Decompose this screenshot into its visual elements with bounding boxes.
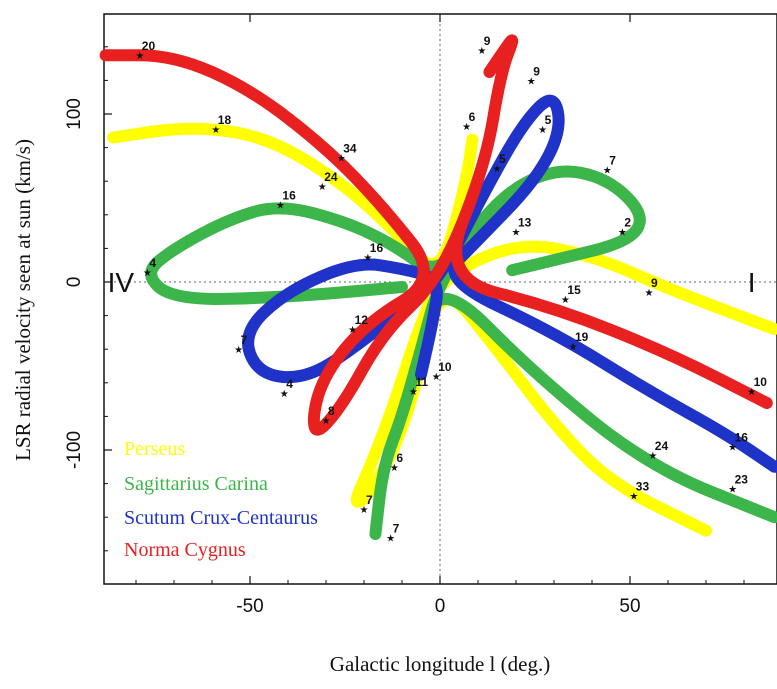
distance-marker-star: ★ [143,268,152,279]
y-axis-title: LSR radial velocity seen at sun (km/s) [11,139,35,461]
distance-marker-star: ★ [728,485,737,496]
distance-marker-star: ★ [728,443,737,454]
quadrant-label: IV [108,267,135,298]
x-tick-label: 0 [435,596,446,617]
distance-marker-star: ★ [462,122,471,133]
distance-label: 24 [324,170,338,184]
distance-label: 7 [241,333,248,347]
distance-marker-star: ★ [348,325,357,336]
distance-label: 6 [469,110,476,124]
distance-labels: ★20★18★34★24★16★4 ★16★12★7★4★8★11 ★10★6★7★… [108,34,768,544]
distance-label: 23 [735,473,749,487]
distance-label: 9 [533,64,540,78]
distance-marker-star: ★ [569,342,578,353]
distance-marker-star: ★ [648,451,657,462]
distance-label: 16 [282,189,296,203]
distance-label: 19 [575,330,589,344]
distance-marker-star: ★ [386,533,395,544]
x-tick-label: 50 [619,596,640,617]
legend-entry: Perseus [124,438,185,460]
distance-label: 8 [328,404,335,418]
axis-ticks: -50 0 50 -100 0 100 [64,14,745,617]
distance-marker-star: ★ [390,463,399,474]
distance-label: 18 [218,113,232,127]
x-axis-title: Galactic longitude l (deg.) [330,652,550,676]
distance-label: 4 [286,377,293,391]
legend-entry: Sagittarius Carina [124,473,268,495]
distance-label: 5 [499,152,506,166]
distance-marker-star: ★ [538,125,547,136]
distance-label: 2 [624,216,631,230]
distance-label: 33 [636,479,650,493]
distance-label: 12 [355,313,369,327]
legend-entry: Norma Cygnus [124,539,246,561]
distance-marker-star: ★ [363,253,372,264]
distance-label: 15 [567,283,581,297]
quadrant-label: I [748,267,756,298]
distance-label: 7 [393,521,400,535]
series-line-norma-cygnus [99,34,773,436]
distance-marker-star: ★ [618,228,627,239]
distance-label: 4 [149,256,156,270]
y-tick-label: 0 [64,277,85,288]
distance-marker-star: ★ [135,51,144,62]
series-line-sagittarius-carina [145,165,777,540]
distance-marker-star: ★ [645,288,654,299]
distance-marker-star: ★ [512,228,521,239]
distance-label: 16 [370,241,384,255]
distance-label: 16 [735,431,749,445]
distance-marker-star: ★ [561,295,570,306]
distance-label: 11 [415,375,428,389]
distance-label: 34 [343,142,357,156]
series-layer [99,34,777,540]
distance-label: 13 [518,216,532,230]
distance-marker-star: ★ [234,345,243,356]
distance-marker-star: ★ [318,182,327,193]
distance-marker-star: ★ [280,389,289,400]
distance-marker-star: ★ [409,387,418,398]
distance-marker-star: ★ [477,46,486,57]
distance-marker-star: ★ [747,387,756,398]
distance-label: 10 [438,360,452,374]
x-tick-label: -50 [236,596,263,617]
distance-marker-star: ★ [629,491,638,502]
distance-marker-star: ★ [603,165,612,176]
distance-label: 10 [754,375,768,389]
distance-label: 7 [366,493,373,507]
distance-marker-star: ★ [337,154,346,165]
distance-marker-star: ★ [322,416,331,427]
distance-label: 6 [396,451,403,465]
distance-marker-star: ★ [276,201,285,212]
y-tick-label: 100 [64,98,85,130]
distance-label: 9 [651,276,658,290]
legend: Perseus Sagittarius Carina Scutum Crux-Cen… [124,438,318,561]
distance-marker-star: ★ [360,505,369,516]
distance-marker-star: ★ [432,372,441,383]
distance-label: 7 [609,153,616,167]
distance-label: 24 [655,439,669,453]
legend-entry: Scutum Crux-Centaurus [124,507,318,529]
distance-marker-star: ★ [211,125,220,136]
distance-marker-star: ★ [493,164,502,175]
distance-marker-star: ★ [527,76,536,87]
distance-label: 9 [484,34,491,48]
distance-label: 20 [142,39,156,53]
distance-label: 5 [545,113,552,127]
y-tick-label: -100 [64,431,85,469]
